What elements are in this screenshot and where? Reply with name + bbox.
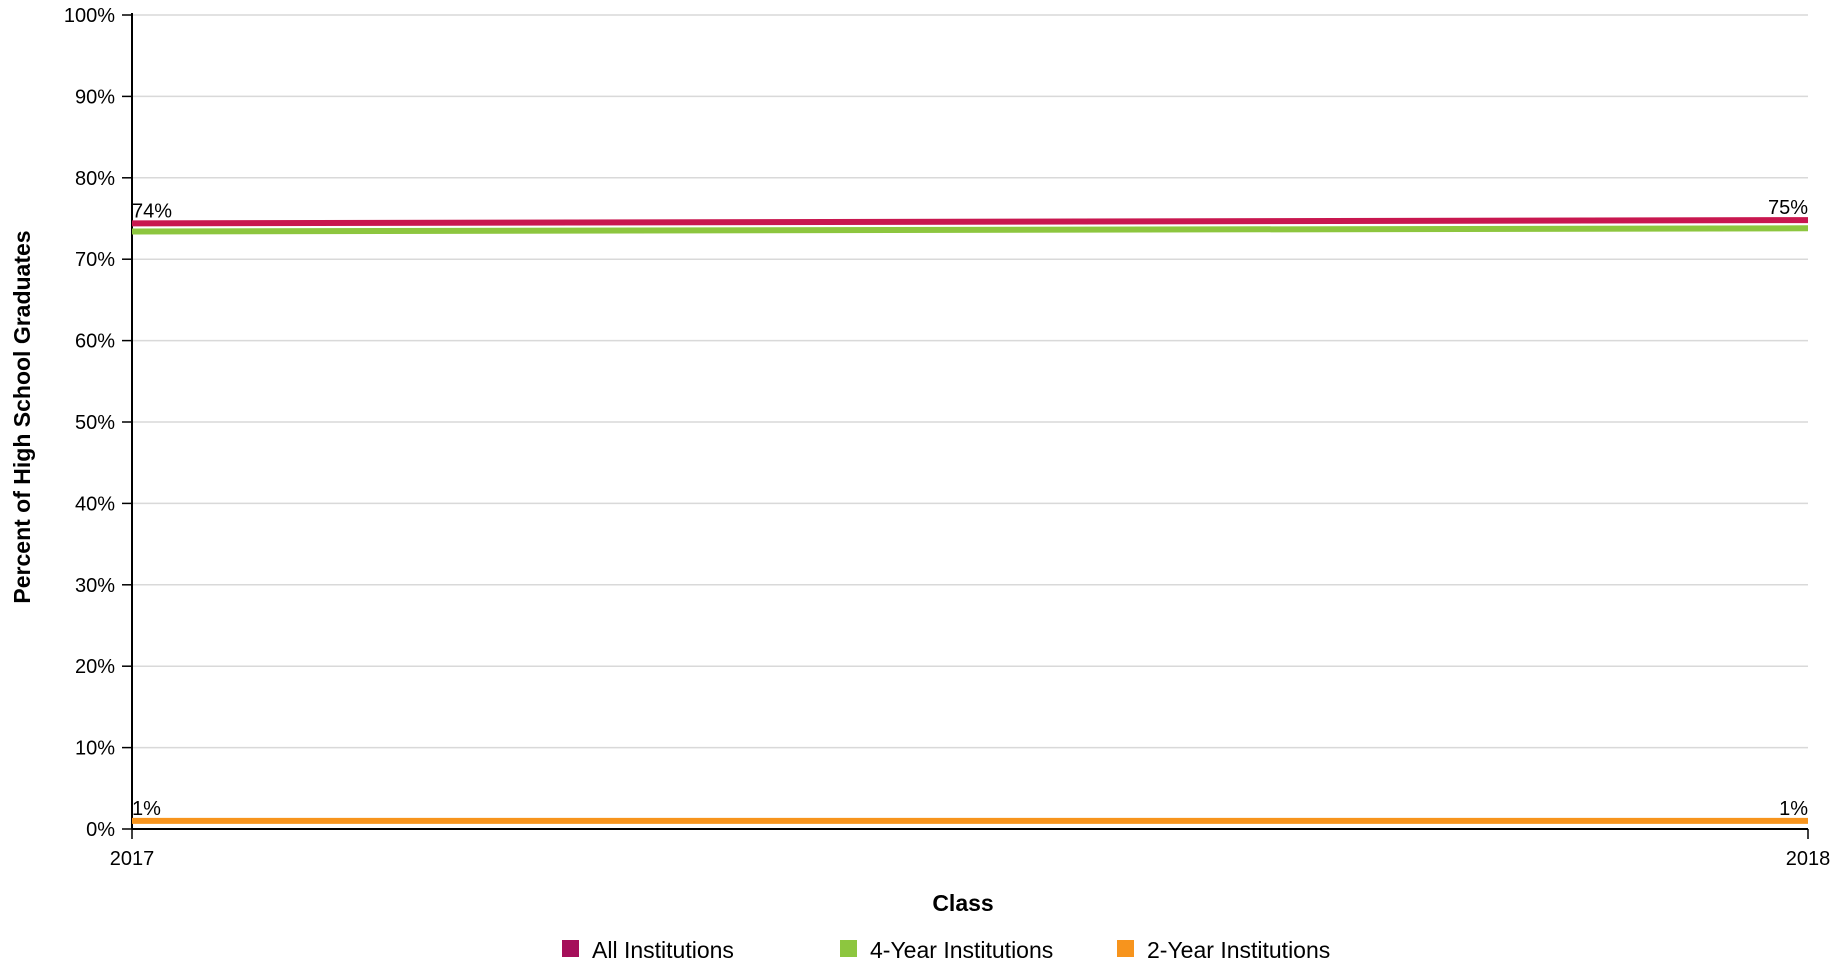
legend: All Institutions 4-Year Institutions 2-Yea…	[562, 937, 1330, 963]
legend-swatch	[1117, 940, 1134, 957]
y-tick-labels: 0% 10% 20% 30% 40% 50% 60% 70% 80% 90% 100%	[64, 5, 115, 841]
x-tick-label: 2017	[110, 848, 155, 870]
x-tick-label: 2018	[1786, 848, 1831, 870]
data-label: 1%	[132, 798, 161, 820]
legend-label: All Institutions	[592, 937, 734, 963]
y-tick-label: 30%	[75, 575, 115, 597]
axes	[131, 13, 1808, 830]
y-tick-label: 70%	[75, 249, 115, 271]
data-label: 1%	[1779, 798, 1808, 820]
series-lines	[131, 217, 1809, 824]
legend-label: 2-Year Institutions	[1147, 937, 1330, 963]
y-axis-title: Percent of High School Graduates	[9, 230, 35, 603]
y-tick-label: 10%	[75, 738, 115, 760]
y-tick-label: 80%	[75, 168, 115, 190]
y-tick-label: 0%	[86, 819, 115, 841]
series-line-0	[131, 217, 1809, 227]
x-tick-labels: 2017 2018	[110, 829, 1831, 870]
y-tick-label: 100%	[64, 5, 115, 27]
y-tick-label: 40%	[75, 493, 115, 515]
legend-swatch	[840, 940, 857, 957]
series-line-1	[131, 225, 1809, 235]
data-label: 74%	[132, 200, 172, 222]
data-label: 75%	[1768, 197, 1808, 219]
gridlines	[122, 14, 1808, 830]
y-tick-label: 90%	[75, 86, 115, 108]
y-tick-label: 50%	[75, 412, 115, 434]
data-labels: 74% 75% 1% 1%	[132, 197, 1808, 820]
x-axis-title: Class	[932, 890, 993, 916]
y-tick-label: 20%	[75, 656, 115, 678]
legend-swatch	[562, 940, 579, 957]
legend-label: 4-Year Institutions	[870, 937, 1053, 963]
y-tick-label: 60%	[75, 331, 115, 353]
